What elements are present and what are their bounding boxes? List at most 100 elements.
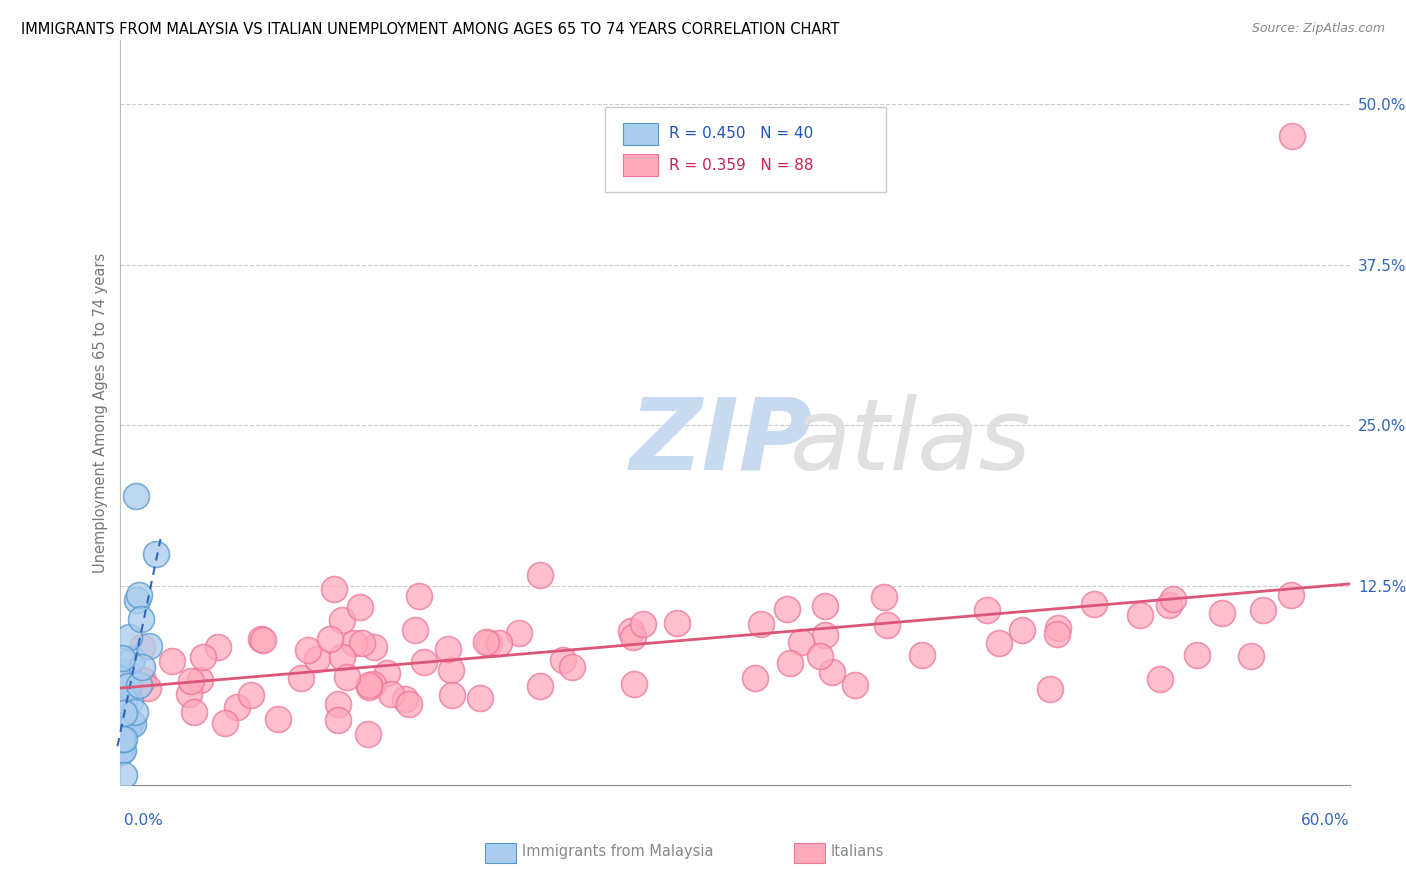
Point (1211, 606, 1233, 620)
Point (631, 617, 654, 632)
Point (380, 687, 402, 701)
Point (790, 635, 813, 649)
Text: IMMIGRANTS FROM MALAYSIA VS ITALIAN UNEMPLOYMENT AMONG AGES 65 TO 74 YEARS CORRE: IMMIGRANTS FROM MALAYSIA VS ITALIAN UNEM… (21, 22, 839, 37)
Point (330, 613, 353, 627)
Point (436, 641, 458, 656)
Point (357, 726, 380, 740)
Point (249, 632, 271, 646)
Point (326, 713, 349, 727)
Point (1251, 603, 1274, 617)
Point (404, 623, 426, 637)
Point (252, 632, 274, 647)
Text: 60.0%: 60.0% (1302, 814, 1350, 828)
Point (363, 640, 385, 655)
Point (488, 636, 510, 650)
Point (357, 678, 380, 692)
Point (1185, 648, 1208, 662)
Point (267, 712, 290, 726)
Point (111, 735, 134, 749)
Point (110, 650, 132, 665)
Point (478, 636, 501, 650)
Point (110, 739, 132, 753)
Point (776, 602, 799, 616)
Point (118, 630, 141, 644)
Point (620, 624, 643, 639)
Point (394, 692, 416, 706)
Text: Source: ZipAtlas.com: Source: ZipAtlas.com (1251, 22, 1385, 36)
Point (1240, 648, 1263, 663)
Point (911, 648, 934, 663)
Point (744, 671, 766, 685)
Text: Italians: Italians (831, 845, 884, 859)
Text: Immigrants from Malaysia: Immigrants from Malaysia (522, 845, 713, 859)
Point (475, 635, 498, 649)
Point (117, 679, 139, 693)
Point (183, 705, 205, 719)
Point (336, 670, 359, 684)
Text: R = 0.359   N = 88: R = 0.359 N = 88 (669, 158, 814, 172)
Point (240, 688, 263, 702)
Point (110, 719, 132, 733)
Point (813, 628, 835, 642)
Point (1083, 597, 1105, 611)
Point (1038, 682, 1060, 697)
Point (112, 723, 135, 737)
Point (873, 590, 896, 604)
Point (359, 680, 381, 694)
Point (440, 663, 463, 677)
Point (132, 673, 155, 687)
Point (361, 677, 384, 691)
Point (129, 612, 152, 626)
Point (110, 700, 132, 714)
Point (112, 767, 135, 781)
Point (297, 643, 319, 657)
Point (138, 639, 160, 653)
Point (226, 700, 249, 714)
Point (214, 716, 236, 731)
Point (1149, 672, 1171, 686)
Point (408, 589, 430, 603)
Point (122, 717, 145, 731)
Point (290, 671, 312, 685)
Point (108, 672, 131, 686)
Point (987, 635, 1010, 649)
Point (145, 547, 167, 561)
Point (844, 678, 866, 692)
Point (1161, 591, 1184, 606)
Point (131, 660, 153, 674)
Point (1046, 621, 1069, 635)
Point (207, 640, 229, 654)
Point (112, 693, 135, 707)
Point (110, 732, 132, 747)
Point (124, 705, 146, 719)
Point (623, 677, 645, 691)
Point (117, 720, 139, 734)
Point (138, 681, 160, 695)
Point (529, 679, 551, 693)
Point (117, 665, 139, 680)
Point (1046, 626, 1069, 640)
Point (305, 652, 328, 666)
Point (160, 654, 183, 668)
Point (323, 582, 346, 596)
Point (349, 600, 371, 615)
Point (112, 731, 135, 746)
Point (112, 706, 135, 720)
Point (328, 697, 350, 711)
Text: ZIP: ZIP (630, 394, 813, 491)
Point (508, 626, 530, 640)
Point (398, 697, 420, 711)
Point (110, 726, 132, 740)
Point (814, 599, 837, 613)
Point (330, 649, 353, 664)
Point (343, 636, 366, 650)
Point (193, 649, 215, 664)
Point (110, 733, 132, 747)
Point (440, 688, 463, 702)
Point (125, 489, 148, 503)
Point (188, 673, 211, 687)
Point (821, 665, 844, 680)
Text: R = 0.450   N = 40: R = 0.450 N = 40 (669, 127, 814, 141)
Point (121, 651, 143, 665)
Point (412, 656, 434, 670)
